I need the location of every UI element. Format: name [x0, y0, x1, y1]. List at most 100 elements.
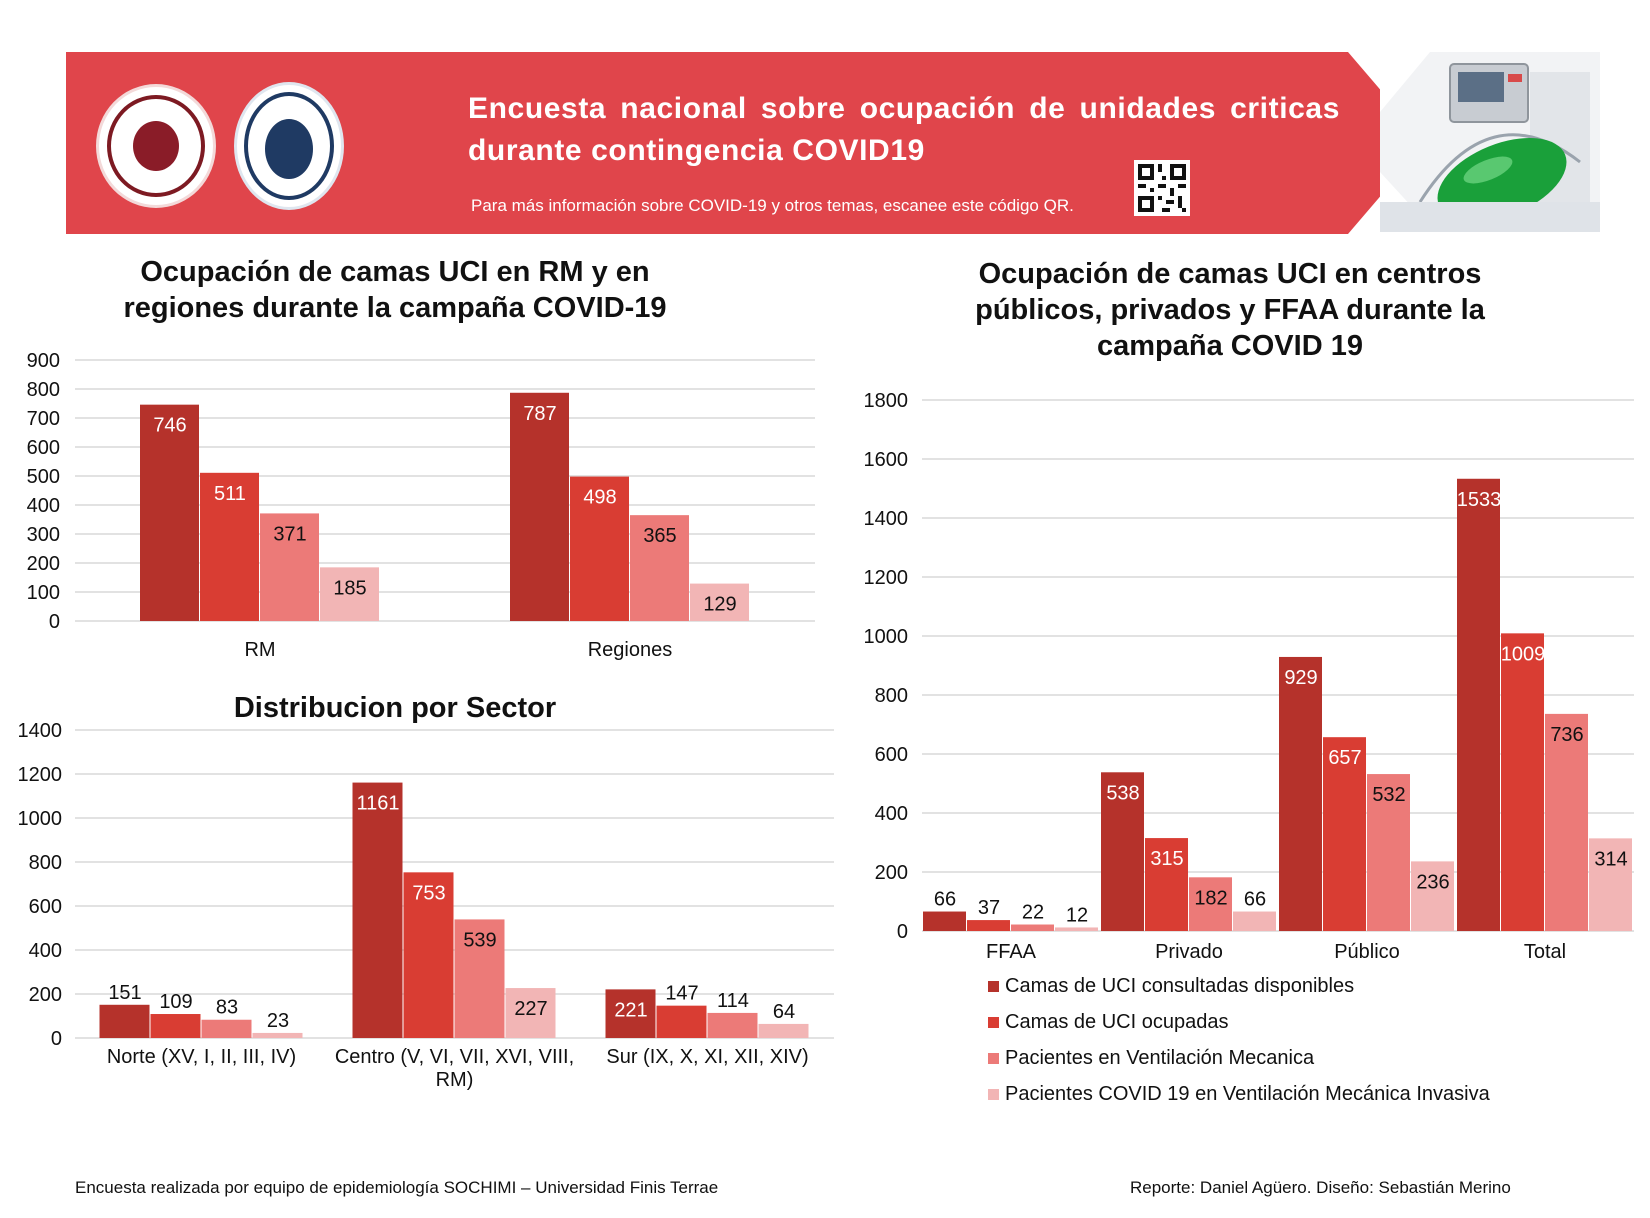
- bar: [505, 988, 556, 1038]
- bar: [1367, 774, 1410, 931]
- bar: [99, 1004, 150, 1038]
- legend-label: Pacientes en Ventilación Mecanica: [1005, 1046, 1315, 1069]
- y-tick-label: 400: [29, 940, 62, 962]
- data-label: 787: [523, 403, 556, 425]
- bar: [758, 1023, 809, 1038]
- bar: [1323, 737, 1366, 931]
- bar: [200, 472, 259, 621]
- y-tick-label: 600: [29, 896, 62, 918]
- data-label: 539: [463, 929, 496, 951]
- bar: [570, 476, 629, 621]
- bar: [150, 1014, 201, 1038]
- data-label: 657: [1328, 747, 1361, 769]
- y-tick-label: 0: [49, 611, 60, 633]
- data-label: 185: [333, 577, 366, 599]
- bar: [1411, 861, 1454, 931]
- chart2-title: Distribucion por Sector: [233, 692, 557, 724]
- data-label: 182: [1194, 887, 1227, 909]
- y-tick-label: 0: [51, 1028, 62, 1050]
- x-category-label: Público: [1334, 941, 1400, 960]
- data-label: 147: [665, 983, 698, 1005]
- legend-swatch: [988, 1016, 999, 1028]
- y-tick-label: 0: [897, 921, 908, 943]
- x-category-label: FFAA: [986, 941, 1037, 960]
- data-label: 538: [1106, 782, 1139, 804]
- x-category-label: Sur (IX, X, XI, XII, XIV): [606, 1046, 808, 1068]
- y-tick-label: 300: [27, 524, 60, 546]
- bar: [510, 392, 569, 621]
- x-category-label: RM: [244, 639, 275, 660]
- y-tick-label: 200: [27, 553, 60, 575]
- data-label: 236: [1416, 871, 1449, 893]
- data-label: 365: [643, 525, 676, 547]
- y-tick-label: 1600: [864, 449, 909, 471]
- y-tick-label: 400: [27, 495, 60, 517]
- chart-rm-regiones: 0 100 200 300 400 500 600 700 800 900 746 511 371 185…: [27, 350, 815, 660]
- chart3-title: Ocupación de camas UCI en centros públic…: [975, 258, 1485, 362]
- qr-code-icon[interactable]: [1134, 160, 1190, 216]
- data-label: 1009: [1501, 643, 1546, 665]
- x-category-label: Norte (XV, I, II, III, IV): [107, 1046, 296, 1068]
- data-label: 315: [1150, 848, 1183, 870]
- bar: [656, 1005, 707, 1038]
- y-tick-label: 400: [875, 803, 908, 825]
- y-tick-label: 100: [27, 582, 60, 604]
- bar: [1101, 772, 1144, 931]
- data-label: 22: [1022, 902, 1044, 924]
- data-label: 109: [159, 991, 192, 1013]
- bar: [260, 513, 319, 621]
- data-label: 66: [1244, 889, 1266, 911]
- bar: [201, 1019, 252, 1038]
- legend-label: Camas de UCI consultadas disponibles: [1005, 974, 1355, 997]
- data-label: 1161: [356, 793, 399, 815]
- y-tick-label: 1200: [18, 764, 63, 786]
- legend-label: Camas de UCI ocupadas: [1005, 1010, 1229, 1033]
- bar: [1279, 656, 1322, 931]
- y-tick-label: 1000: [18, 808, 63, 830]
- banner-subtitle: Para más información sobre COVID-19 y ot…: [471, 196, 1074, 215]
- chart3-legend: Camas de UCI consultadas disponibles Cam…: [988, 968, 1490, 1112]
- y-tick-label: 200: [875, 862, 908, 884]
- data-label: 129: [703, 594, 736, 616]
- sochimi-logo: [96, 84, 216, 208]
- y-tick-label: 700: [27, 408, 60, 430]
- legend-swatch: [988, 1052, 999, 1064]
- data-label: 929: [1284, 667, 1317, 689]
- legend-swatch: [988, 1088, 999, 1100]
- y-tick-label: 600: [27, 437, 60, 459]
- y-tick-label: 1400: [864, 508, 909, 530]
- x-category-label: Total: [1524, 941, 1566, 960]
- data-label: 314: [1594, 848, 1627, 870]
- data-label: 371: [273, 523, 306, 545]
- header-banner: [66, 52, 1426, 234]
- bar: [320, 567, 379, 621]
- x-category-label: Privado: [1155, 941, 1223, 960]
- bar: [1545, 713, 1588, 931]
- data-label: 498: [583, 487, 616, 509]
- y-tick-label: 1800: [864, 390, 909, 412]
- data-label: 511: [214, 483, 246, 505]
- y-tick-label: 1000: [864, 626, 909, 648]
- data-label: 151: [108, 982, 141, 1004]
- data-label: 1533: [1457, 489, 1502, 511]
- legend-swatch: [988, 980, 999, 992]
- banner-title: Encuesta nacional sobre ocupación de uni…: [468, 92, 1340, 167]
- bar: [454, 919, 505, 1038]
- chart-distribucion-sector: 0 200 400 600 800 1000 1200 1400 151 109 83 23 Norte…: [18, 720, 834, 1090]
- data-label: 753: [412, 882, 445, 904]
- bar: [1011, 924, 1054, 931]
- y-tick-label: 800: [29, 852, 62, 874]
- legend-item: Camas de UCI consultadas disponibles: [988, 968, 1490, 1004]
- bar: [1189, 877, 1232, 931]
- chart1-title: Ocupación de camas UCI en RM y en region…: [123, 256, 667, 324]
- banner-arrow-shape: [66, 52, 1426, 234]
- data-label: 64: [773, 1001, 795, 1023]
- bar: [1055, 927, 1098, 931]
- legend-item: Camas de UCI ocupadas: [988, 1004, 1490, 1040]
- y-tick-label: 1200: [864, 567, 909, 589]
- universidad-finis-terrae-logo: [234, 82, 344, 210]
- bar: [252, 1032, 303, 1038]
- bar: [605, 989, 656, 1038]
- data-label: 221: [614, 999, 647, 1021]
- data-label: 736: [1550, 724, 1583, 746]
